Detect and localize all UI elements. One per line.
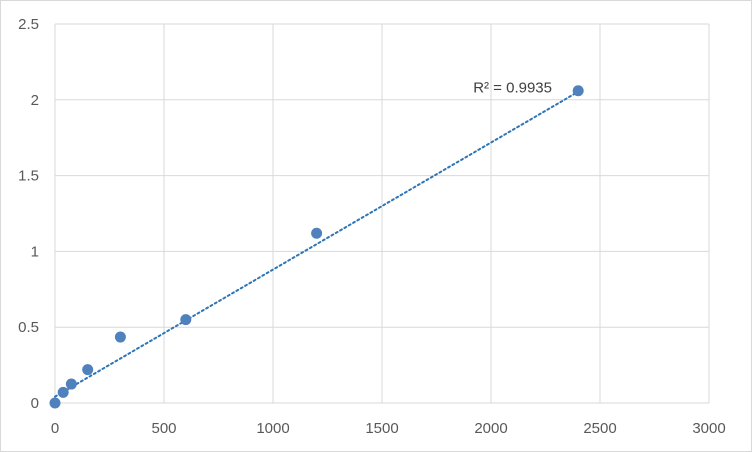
- x-tick-label: 3000: [692, 420, 725, 437]
- x-tick-label: 0: [51, 420, 59, 437]
- x-tick-label: 1500: [365, 420, 398, 437]
- data-point: [82, 364, 94, 376]
- y-tick-label: 1.5: [18, 168, 39, 185]
- y-tick-label: 0: [31, 395, 39, 412]
- x-tick-label: 2000: [474, 420, 507, 437]
- data-point: [49, 397, 61, 409]
- data-point: [65, 378, 77, 390]
- y-tick-label: 2.5: [18, 16, 39, 33]
- data-points: [49, 85, 584, 409]
- trendline: [54, 90, 580, 398]
- y-tick-label: 0.5: [18, 319, 39, 336]
- x-axis-tick-labels: 0 500 1000 1500 2000 2500 3000: [51, 420, 726, 437]
- y-tick-label: 2: [31, 92, 39, 109]
- data-point: [311, 227, 323, 239]
- data-point: [180, 314, 192, 326]
- grid-lines: [54, 23, 710, 404]
- r-squared-annotation: R² = 0.9935: [473, 80, 552, 97]
- trendline-layer: [54, 90, 580, 398]
- y-tick-label: 1: [31, 243, 39, 260]
- x-tick-label: 500: [151, 420, 176, 437]
- x-tick-label: 2500: [583, 420, 616, 437]
- x-tick-label: 1000: [256, 420, 289, 437]
- data-point: [57, 386, 69, 398]
- data-point: [114, 331, 126, 343]
- data-point: [572, 85, 584, 97]
- y-axis-tick-labels: 0 0.5 1 1.5 2 2.5: [18, 16, 39, 412]
